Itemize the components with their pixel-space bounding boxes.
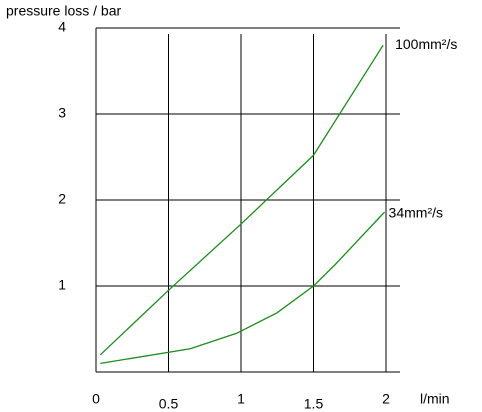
y-tick-label: 1	[58, 277, 66, 293]
y-tick-label: 4	[58, 19, 66, 35]
y-tick-label: 2	[58, 191, 66, 207]
x-tick-label: 1.5	[304, 396, 324, 412]
x-axis-label: l/min	[420, 391, 450, 407]
series-line	[99, 44, 384, 356]
y-axis-label: pressure loss / bar	[6, 3, 121, 19]
x-tick-label: 2	[382, 391, 390, 407]
series-line	[100, 211, 386, 365]
series-label: 100mm²/s	[395, 36, 457, 52]
y-tick-label: 3	[58, 105, 66, 121]
series-label: 34mm²/s	[389, 205, 443, 221]
x-tick-label: 0	[92, 391, 100, 407]
x-tick-label: 1	[237, 391, 245, 407]
x-tick-label: 0.5	[159, 396, 179, 412]
